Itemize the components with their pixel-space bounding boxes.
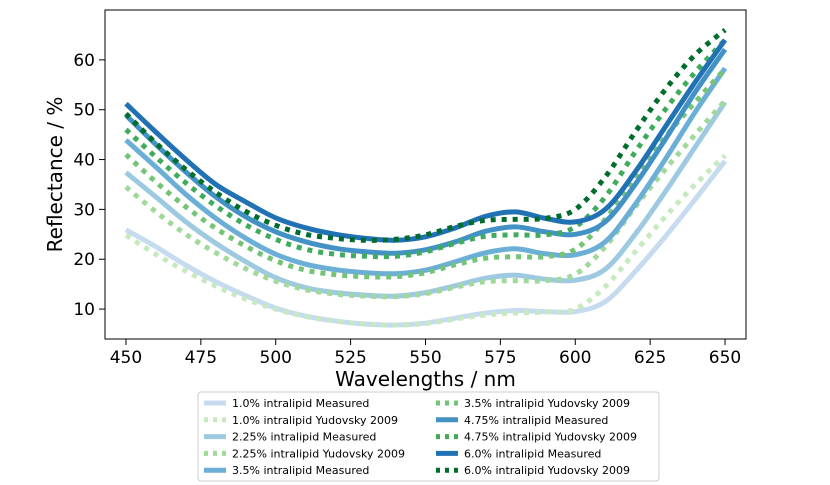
x-tick-label: 625 — [634, 348, 666, 368]
x-tick-label: 600 — [559, 348, 591, 368]
series-line-1-0-intralipid-measured — [124, 159, 728, 328]
series-line-2-25-intralipid-measured — [124, 100, 728, 299]
legend-box — [197, 391, 660, 482]
x-axis-title: Wavelengths / nm — [335, 367, 516, 391]
y-tick-label: 10 — [73, 300, 95, 320]
legend-label-4-75-intralipid-measured: 4.75% intralipid Measured — [464, 414, 608, 427]
x-tick-label: 650 — [709, 348, 741, 368]
series-line-4-75-intralipid-measured — [124, 47, 728, 256]
legend-label-1-0-intralipid-yudovsky-2009: 1.0% intralipid Yudovsky 2009 — [232, 414, 398, 427]
y-tick-label: 30 — [73, 200, 95, 220]
y-tick-label: 50 — [73, 101, 95, 121]
x-tick-label: 575 — [484, 348, 516, 368]
legend-label-6-0-intralipid-measured: 6.0% intralipid Measured — [464, 447, 601, 460]
legend-label-3-5-intralipid-measured: 3.5% intralipid Measured — [232, 464, 369, 477]
x-tick-label: 475 — [185, 348, 217, 368]
series-layer — [124, 28, 728, 328]
series-line-6-0-intralipid-measured — [124, 38, 728, 243]
legend-label-4-75-intralipid-yudovsky-2009: 4.75% intralipid Yudovsky 2009 — [464, 431, 637, 444]
x-tick-label: 525 — [334, 348, 366, 368]
x-tick-label: 500 — [260, 348, 292, 368]
legend: 1.0% intralipid Measured 1.0% intralipid … — [197, 391, 660, 482]
legend-label-6-0-intralipid-yudovsky-2009: 6.0% intralipid Yudovsky 2009 — [464, 464, 630, 477]
x-tick-label: 550 — [409, 348, 441, 368]
axes-layer: 450 475 500 525 550 575 600 625 650 10 20 30 40 50 60 — [73, 51, 741, 368]
legend-label-1-0-intralipid-measured: 1.0% intralipid Measured — [232, 397, 369, 410]
series-line-3-5-intralipid-measured — [124, 66, 728, 277]
legend-label-2-25-intralipid-yudovsky-2009: 2.25% intralipid Yudovsky 2009 — [232, 447, 405, 460]
series-line-4-75-intralipid-yudovsky-2009 — [124, 38, 727, 260]
series-line-6-0-intralipid-yudovsky-2009 — [124, 28, 727, 243]
x-tick-label: 450 — [110, 348, 142, 368]
y-tick-label: 60 — [73, 51, 95, 71]
legend-label-3-5-intralipid-yudovsky-2009: 3.5% intralipid Yudovsky 2009 — [464, 397, 630, 410]
series-line-2-25-intralipid-yudovsky-2009 — [124, 99, 727, 300]
series-line-1-0-intralipid-yudovsky-2009 — [124, 153, 727, 328]
y-tick-label: 20 — [73, 250, 95, 270]
y-tick-label: 40 — [73, 151, 95, 171]
y-axis-title: Reflectance / % — [43, 97, 67, 253]
legend-label-2-25-intralipid-measured: 2.25% intralipid Measured — [232, 431, 376, 444]
